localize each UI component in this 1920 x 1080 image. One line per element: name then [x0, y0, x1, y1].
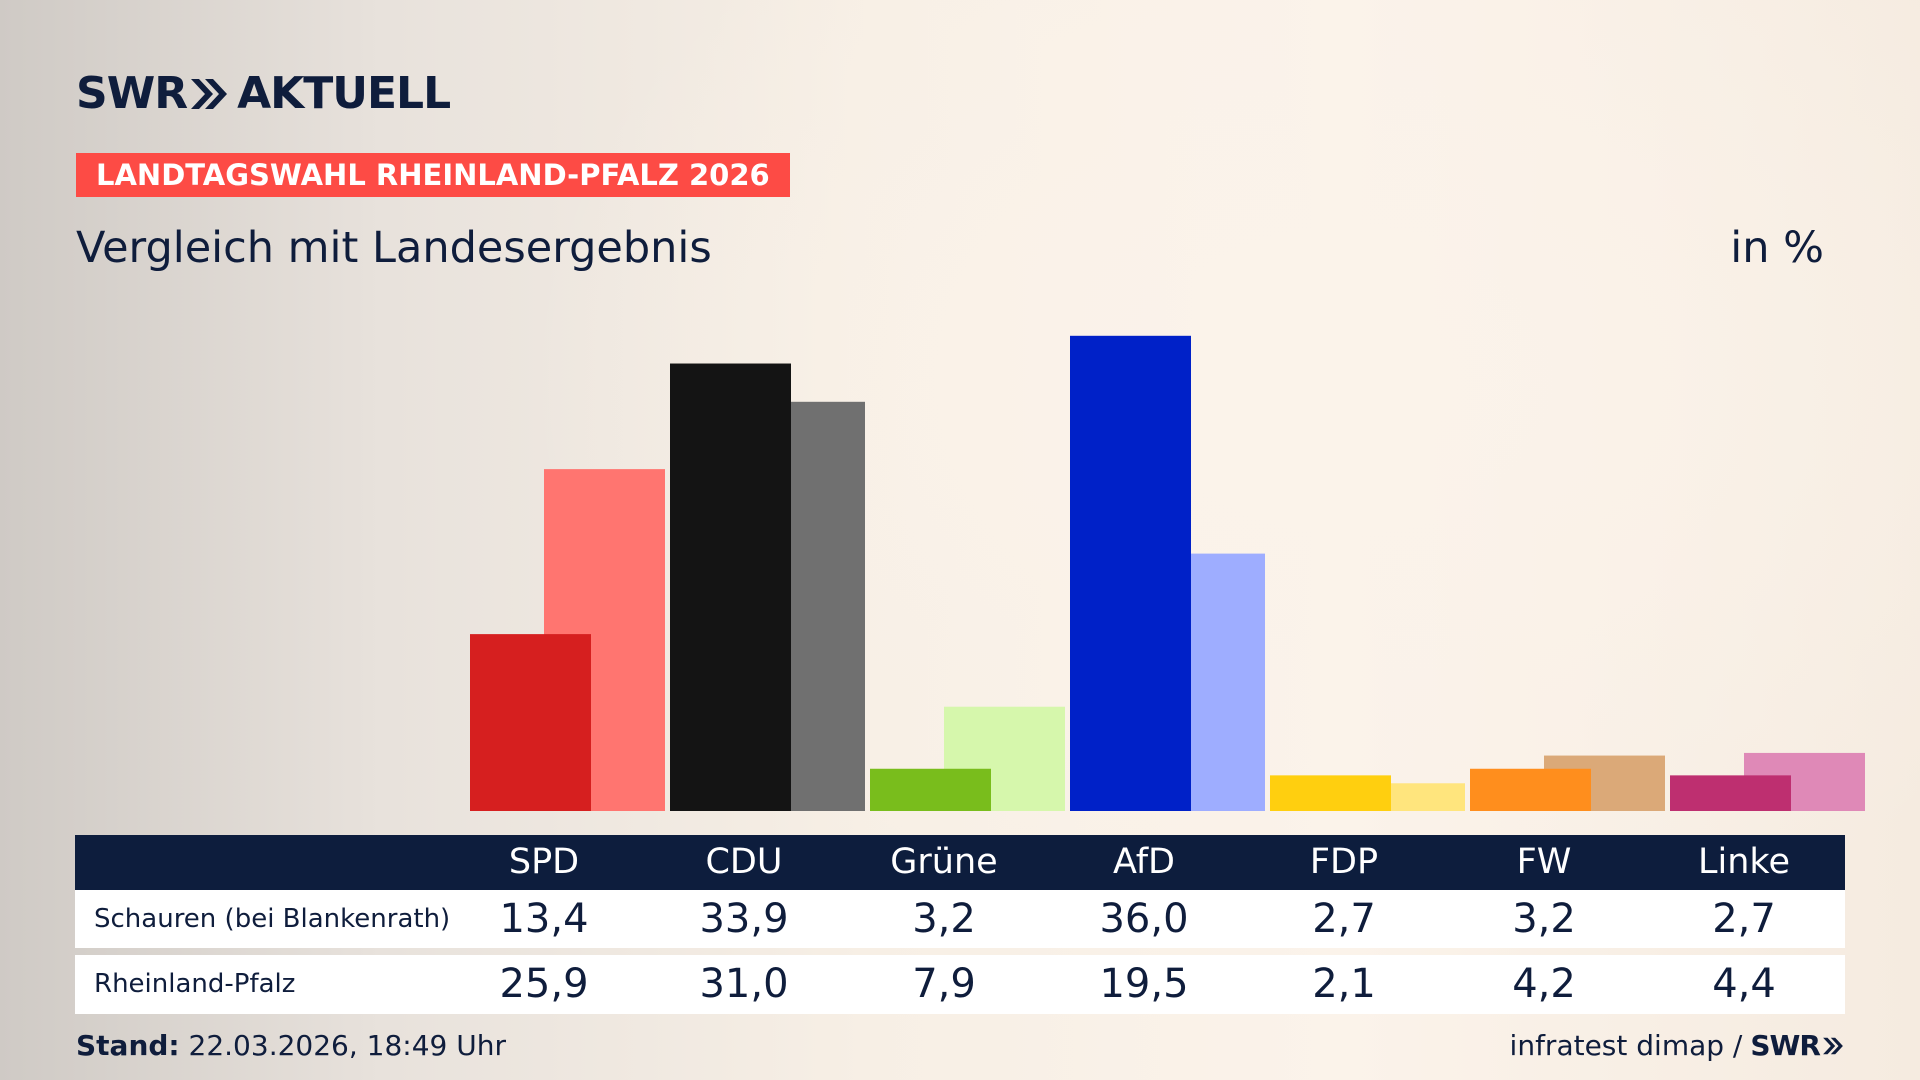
bar-schauren-afd — [1070, 335, 1191, 811]
table-row-schauren: Schauren (bei Blankenrath) 13,4 33,9 3,2 36… — [75, 890, 1845, 948]
swr-aktuell-logo: SWR AKTUELL — [76, 64, 451, 124]
row-label: Schauren (bei Blankenrath) — [94, 904, 451, 934]
timestamp: Stand: 22.03.2026, 18:49 Uhr — [76, 1028, 506, 1064]
double-chevron-icon — [1823, 1037, 1843, 1055]
chart-subtitle: Vergleich mit Landesergebnis — [76, 223, 712, 273]
stand-value: 22.03.2026, 18:49 Uhr — [188, 1029, 506, 1062]
bar-schauren-cdu — [670, 363, 791, 811]
column-header-spd: SPD — [508, 842, 580, 882]
bar-schauren-linke — [1670, 775, 1791, 811]
logo-text-swr: SWR — [76, 68, 188, 119]
logo-text-aktuell: AKTUELL — [237, 68, 451, 119]
value-cell-linke: 2,7 — [1712, 896, 1776, 942]
bar-chart — [470, 335, 1865, 811]
value-cell-fdp: 2,7 — [1312, 896, 1376, 942]
table-row-rheinland-pfalz: Rheinland-Pfalz 25,9 31,0 7,9 19,5 2,1 4,2 4,4 — [75, 955, 1845, 1014]
results-table: SPD CDU Grüne AfD FDP FW Linke Schauren (bei B… — [75, 835, 1845, 1014]
value-cell-cdu: 31,0 — [699, 961, 789, 1007]
value-cell-fw: 4,2 — [1512, 961, 1576, 1007]
stand-label: Stand: — [76, 1029, 180, 1062]
column-header-fdp: FDP — [1309, 842, 1379, 882]
unit-label: in % — [1730, 223, 1824, 273]
value-cell-spd: 13,4 — [499, 896, 589, 942]
column-header-cdu: CDU — [705, 842, 783, 882]
value-cell-gruene: 3,2 — [912, 896, 976, 942]
source-text: infratest dimap / — [1509, 1029, 1743, 1062]
value-cell-gruene: 7,9 — [912, 961, 976, 1007]
value-cell-fdp: 2,1 — [1312, 961, 1376, 1007]
bar-schauren-fw — [1470, 768, 1591, 811]
source-logo-text: SWR — [1750, 1029, 1821, 1062]
value-cell-afd: 36,0 — [1099, 896, 1189, 942]
value-cell-cdu: 33,9 — [699, 896, 789, 942]
column-header-fw: FW — [1516, 842, 1572, 882]
table-header: SPD CDU Grüne AfD FDP FW Linke — [75, 835, 1845, 890]
column-header-linke: Linke — [1698, 842, 1790, 882]
row-label: Rheinland-Pfalz — [94, 969, 296, 999]
election-tag: LANDTAGSWAHL RHEINLAND-PFALZ 2026 — [76, 153, 790, 197]
double-chevron-icon — [191, 79, 228, 109]
column-header-afd: AfD — [1113, 842, 1175, 882]
bar-schauren-fdp — [1270, 775, 1391, 811]
value-cell-fw: 3,2 — [1512, 896, 1576, 942]
bar-schauren-spd — [470, 634, 591, 811]
bar-schauren-gruene — [870, 768, 991, 811]
source-credit: infratest dimap / SWR — [1510, 1028, 1844, 1064]
value-cell-afd: 19,5 — [1099, 961, 1189, 1007]
column-header-gruene: Grüne — [890, 842, 998, 882]
value-cell-linke: 4,4 — [1712, 961, 1776, 1007]
value-cell-spd: 25,9 — [499, 961, 589, 1007]
